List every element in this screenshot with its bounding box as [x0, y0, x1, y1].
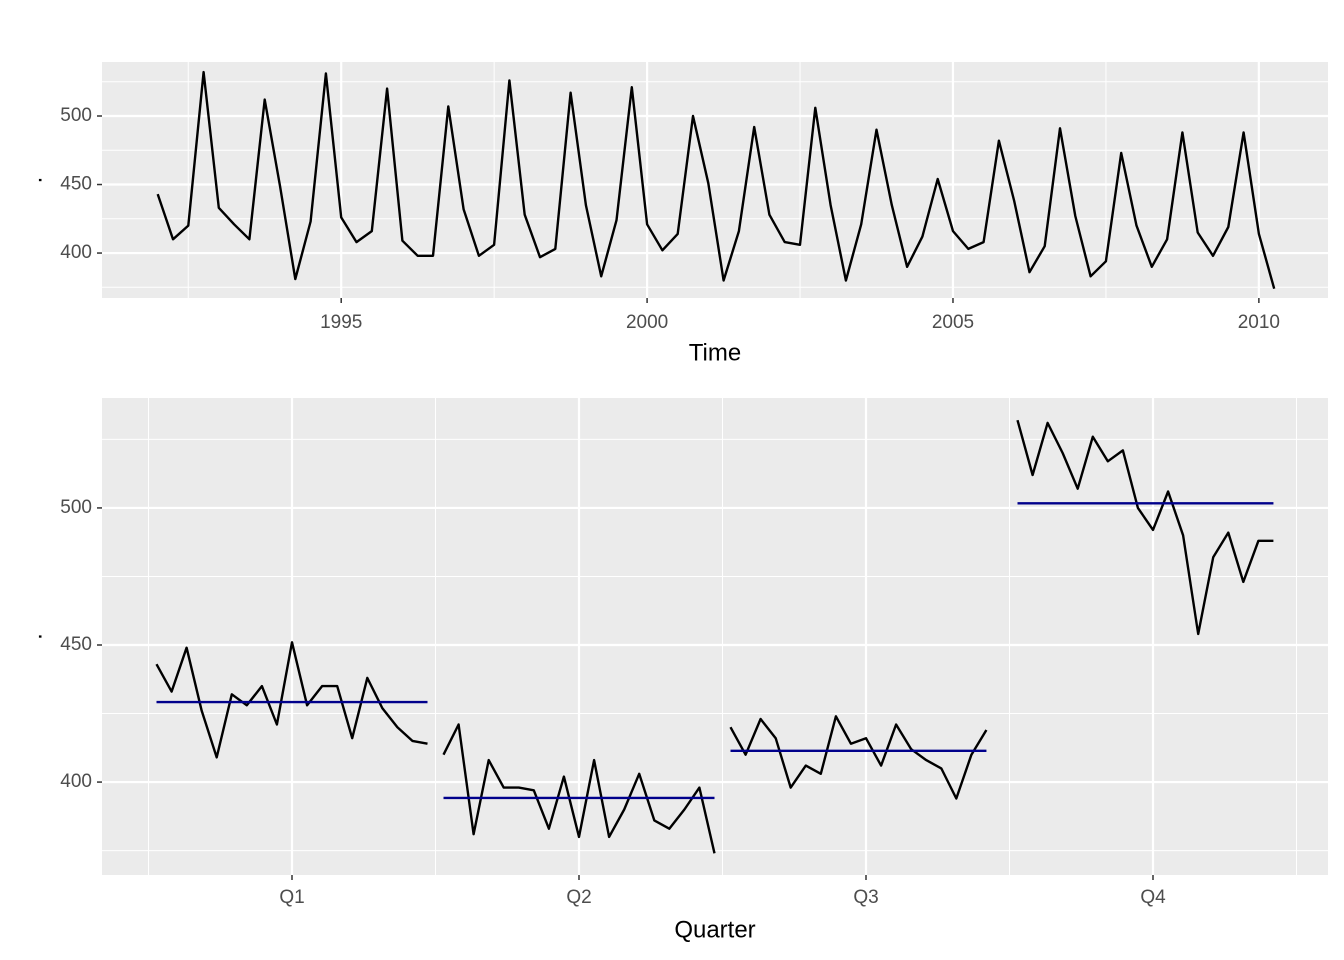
panel-background	[102, 398, 1328, 875]
x-tick-label: Q3	[853, 887, 878, 908]
y-tick-label: 500	[60, 497, 92, 518]
x-axis-title: Time	[689, 339, 741, 366]
series-line	[156, 70, 1276, 290]
subseries-line	[729, 715, 988, 800]
x-tick-label: 2010	[1238, 312, 1280, 333]
x-axis-title: Quarter	[674, 916, 755, 943]
y-tick-label: 400	[60, 771, 92, 792]
y-tick-label: 450	[60, 174, 92, 195]
y-axis-title: .	[20, 177, 47, 184]
x-tick-label: 1995	[320, 312, 362, 333]
subseries-line	[155, 641, 428, 759]
y-tick-label: 400	[60, 242, 92, 263]
y-tick-label: 450	[60, 634, 92, 655]
subseries-line	[442, 723, 716, 854]
panel-background	[102, 62, 1328, 298]
x-tick-label: 2000	[626, 312, 668, 333]
x-tick-label: Q4	[1140, 887, 1166, 908]
y-axis-title: .	[20, 633, 47, 640]
x-tick-label: Q2	[566, 887, 591, 908]
y-tick-label: 500	[60, 105, 92, 126]
x-tick-label: 2005	[932, 312, 974, 333]
subseries-line	[1016, 419, 1274, 636]
x-tick-label: Q1	[279, 887, 304, 908]
